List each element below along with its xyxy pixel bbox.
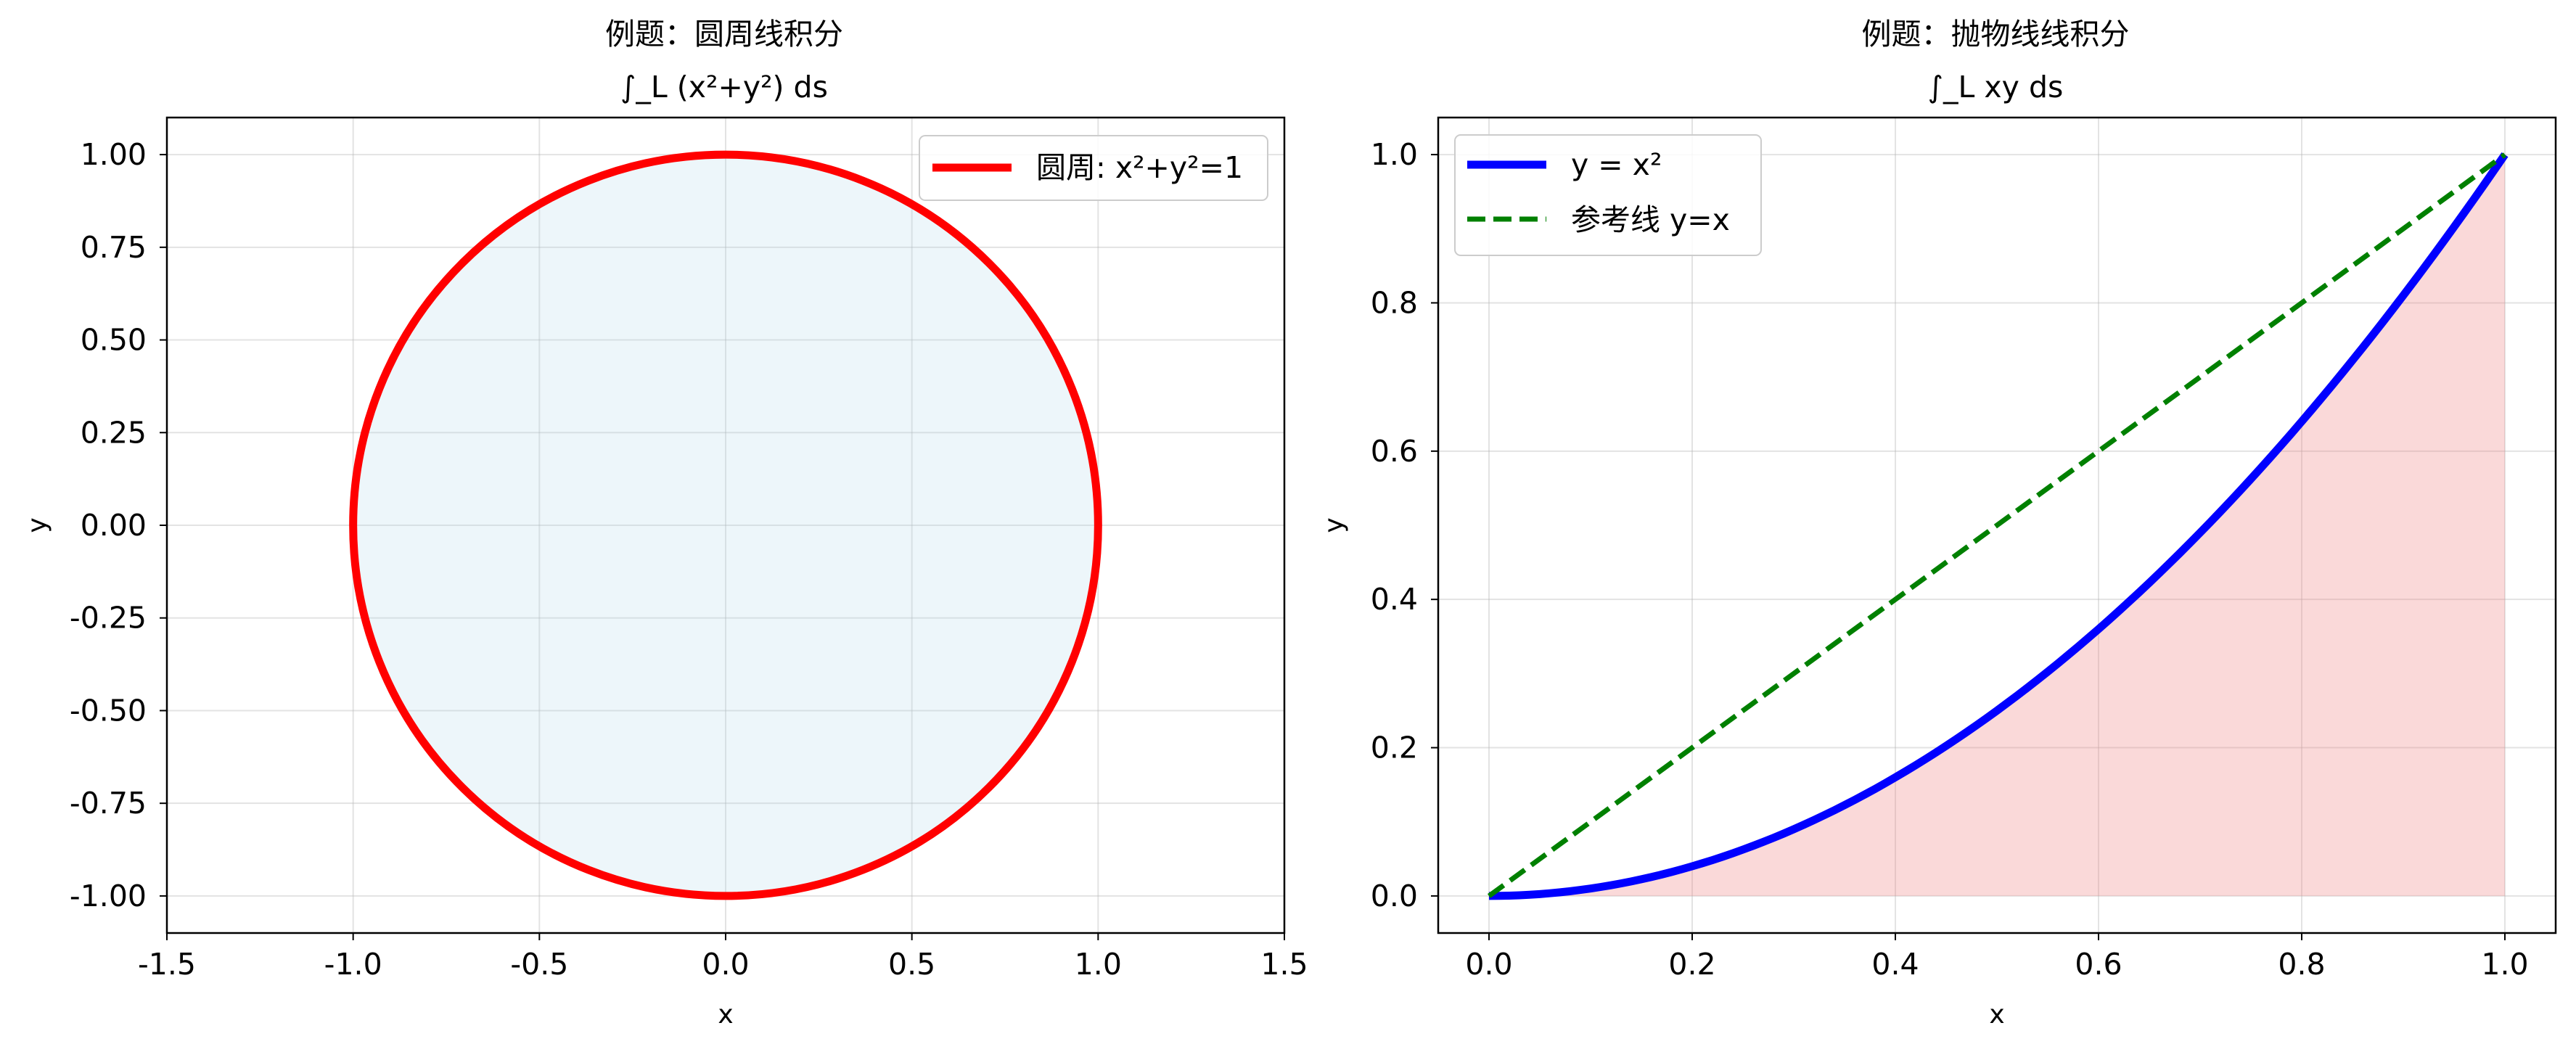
x-tick-label: 0.5 xyxy=(888,947,935,982)
x-tick-label: 0.4 xyxy=(1871,947,1919,982)
area-under-parabola xyxy=(1489,155,2505,896)
y-tick-label: 1.0 xyxy=(1371,137,1418,172)
x-tick-label: 0.6 xyxy=(2075,947,2122,982)
circle-line xyxy=(349,150,1102,900)
chart-circle-line-integral: 例题：圆周线积分 ∫_L (x²+y²) ds -1.5 -1.0 -0.5 0.0 0… xyxy=(22,17,1308,1030)
x-tick-label: -1.5 xyxy=(138,947,196,982)
legend-label-circle: 圆周: x²+y²=1 xyxy=(1036,150,1243,185)
plot-area xyxy=(349,150,1102,900)
reference-line xyxy=(1487,152,2507,898)
y-tick-label: 0.2 xyxy=(1371,731,1418,765)
x-tick-label: 0.0 xyxy=(702,947,749,982)
x-tick-label: 1.0 xyxy=(1075,947,1122,982)
x-axis-label: x xyxy=(718,1000,733,1030)
chart-subtitle: ∫_L xy ds xyxy=(1928,70,2064,104)
legend-box xyxy=(919,135,1268,201)
y-tick-label: 0.8 xyxy=(1371,285,1418,320)
legend: 圆周: x²+y²=1 xyxy=(919,135,1268,201)
y-tick-label: -1.00 xyxy=(70,879,147,913)
axis-ticks: -1.5 -1.0 -0.5 0.0 0.5 1.0 1.5 -1.00 -0.75 -0.50 -… xyxy=(70,137,1308,982)
x-axis-label: x xyxy=(1989,1000,2004,1030)
x-tick-label: -1.0 xyxy=(324,947,382,982)
chart-title: 例题：抛物线线积分 xyxy=(1862,17,2130,52)
chart-parabola-line-integral: 例题：抛物线线积分 ∫_L xy ds 0.0 0.2 0.4 0.6 0.8 1.00.… xyxy=(1319,17,2557,1030)
parabola-line xyxy=(1488,152,2509,900)
x-tick-label: 1.0 xyxy=(2481,947,2528,982)
chart-subtitle: ∫_L (x²+y²) ds xyxy=(620,70,828,104)
y-tick-label: -0.25 xyxy=(70,601,147,636)
axis-ticks: 0.0 0.2 0.4 0.6 0.8 1.0 0.0 0.2 0.4 0.6 0.8 1.0 xyxy=(1371,137,2529,982)
legend: y = x² 参考线 y=x xyxy=(1454,134,1762,256)
y-tick-label: 1.00 xyxy=(81,137,147,172)
axes-frame xyxy=(1437,116,2557,934)
y-tick-label: 0.00 xyxy=(81,508,147,543)
x-tick-label: 0.2 xyxy=(1668,947,1715,982)
y-tick-label: 0.50 xyxy=(81,323,147,358)
circle-fill xyxy=(353,155,1099,896)
y-axis-label: y xyxy=(22,517,52,533)
legend-label-parabola: y = x² xyxy=(1571,147,1662,182)
y-tick-label: 0.25 xyxy=(81,415,147,450)
y-tick-label: 0.75 xyxy=(81,230,147,265)
x-tick-label: -0.5 xyxy=(510,947,568,982)
y-tick-label: 0.4 xyxy=(1371,582,1418,617)
x-tick-label: 1.5 xyxy=(1260,947,1308,982)
y-tick-label: -0.75 xyxy=(70,786,147,821)
y-axis-label: y xyxy=(1319,517,1349,533)
legend-label-reference: 参考线 y=x xyxy=(1571,202,1730,237)
x-tick-label: 0.8 xyxy=(2278,947,2325,982)
plot-area xyxy=(1487,152,2509,900)
y-tick-label: 0.0 xyxy=(1371,879,1418,913)
y-tick-label: -0.50 xyxy=(70,693,147,728)
y-tick-label: 0.6 xyxy=(1371,434,1418,469)
x-tick-label: 0.0 xyxy=(1465,947,1512,982)
chart-title: 例题：圆周线积分 xyxy=(605,17,843,52)
